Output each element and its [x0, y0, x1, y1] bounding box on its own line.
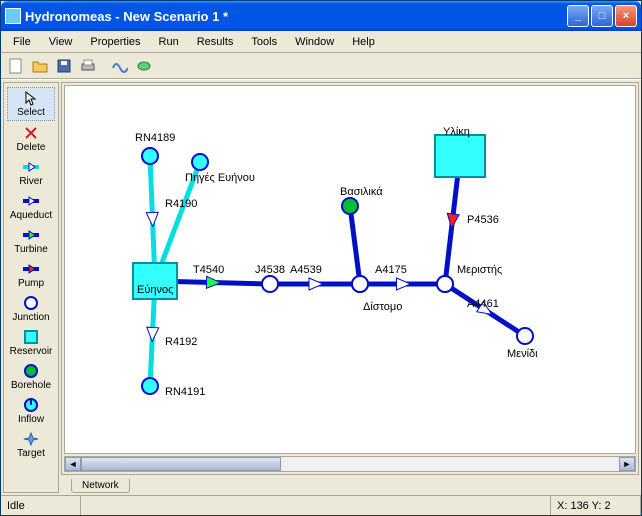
new-button[interactable] — [5, 55, 27, 77]
node-label-rn4189: RN4189 — [135, 132, 175, 144]
node-label-vasilika: Βασιλικά — [340, 186, 383, 198]
tool-palette: Select Delete River Aqueduct Turbine Pump Junc… — [3, 82, 59, 493]
run2-button[interactable] — [133, 55, 155, 77]
canvas-frame: R4190 R4192 T4540 A4539 A4175 P4536 A4461 RN418… — [61, 82, 639, 475]
edge-label: A4175 — [375, 264, 407, 276]
palette-select[interactable]: Select — [7, 87, 55, 121]
junction-icon — [22, 295, 40, 311]
palette-aqueduct[interactable]: Aqueduct — [7, 191, 55, 223]
palette-pump[interactable]: Pump — [7, 259, 55, 291]
palette-label: Reservoir — [10, 346, 53, 357]
tab-row: Network — [61, 475, 639, 493]
edge-label: T4540 — [193, 264, 224, 276]
palette-turbine[interactable]: Turbine — [7, 225, 55, 257]
edge-label: R4192 — [165, 336, 197, 348]
river-icon — [22, 159, 40, 175]
menu-file[interactable]: File — [5, 34, 39, 50]
h-scrollbar[interactable]: ◄ ► — [64, 456, 636, 472]
status-right: X: 136 Y: 2 — [551, 496, 641, 515]
edge-label: R4190 — [165, 198, 197, 210]
palette-river[interactable]: River — [7, 157, 55, 189]
scroll-left-button[interactable]: ◄ — [65, 457, 81, 471]
run-button[interactable] — [109, 55, 131, 77]
main-area: Select Delete River Aqueduct Turbine Pump Junc… — [1, 79, 641, 495]
menu-tools[interactable]: Tools — [243, 34, 285, 50]
target-icon — [22, 431, 40, 447]
delete-icon — [22, 125, 40, 141]
node-label-meristis: Μεριστής — [457, 264, 502, 276]
edge-label: A4461 — [467, 298, 499, 310]
node-label-menidi: Μενίδι — [507, 348, 538, 360]
palette-label: Inflow — [18, 414, 44, 425]
tab-network[interactable]: Network — [71, 479, 130, 493]
network-canvas[interactable]: R4190 R4192 T4540 A4539 A4175 P4536 A4461 RN418… — [64, 85, 636, 454]
pump-icon — [22, 261, 40, 277]
palette-label: Pump — [18, 278, 44, 289]
scroll-track[interactable] — [81, 457, 619, 471]
inflow-icon — [22, 397, 40, 413]
menu-view[interactable]: View — [41, 34, 81, 50]
menu-run[interactable]: Run — [151, 34, 187, 50]
turbine-icon — [22, 227, 40, 243]
maximize-button[interactable]: □ — [591, 5, 613, 27]
aqueduct-icon — [22, 193, 40, 209]
palette-delete[interactable]: Delete — [7, 123, 55, 155]
palette-junction[interactable]: Junction — [7, 293, 55, 325]
palette-label: Target — [17, 448, 45, 459]
palette-inflow[interactable]: Inflow — [7, 395, 55, 427]
node-label-pigesSrc: Πηγές Ευήνου — [185, 172, 255, 184]
node-label-distomo: Δίστομο — [363, 301, 402, 313]
palette-borehole[interactable]: Borehole — [7, 361, 55, 393]
node-label-evinos: Εύηνος — [137, 284, 173, 296]
menu-results[interactable]: Results — [189, 34, 242, 50]
save-button[interactable] — [53, 55, 75, 77]
palette-label: Aqueduct — [10, 210, 52, 221]
scroll-thumb[interactable] — [81, 457, 281, 471]
menu-properties[interactable]: Properties — [82, 34, 148, 50]
palette-label: River — [19, 176, 42, 187]
app-window: Hydronomeas - New Scenario 1 * _ □ × Fil… — [0, 0, 642, 516]
palette-reservoir[interactable]: Reservoir — [7, 327, 55, 359]
palette-target[interactable]: Target — [7, 429, 55, 461]
palette-label: Junction — [12, 312, 49, 323]
node-label-yliki: Υλίκη — [443, 126, 470, 138]
window-title: Hydronomeas - New Scenario 1 * — [25, 9, 567, 24]
status-left: Idle — [1, 496, 81, 515]
borehole-icon — [22, 363, 40, 379]
palette-label: Select — [17, 107, 45, 118]
menu-help[interactable]: Help — [344, 34, 383, 50]
reservoir-icon — [22, 329, 40, 345]
edge-label: P4536 — [467, 214, 499, 226]
palette-label: Delete — [17, 142, 46, 153]
statusbar: Idle X: 136 Y: 2 — [1, 495, 641, 515]
titlebar[interactable]: Hydronomeas - New Scenario 1 * _ □ × — [1, 1, 641, 31]
select-icon — [22, 90, 40, 106]
minimize-button[interactable]: _ — [567, 5, 589, 27]
scroll-right-button[interactable]: ► — [619, 457, 635, 471]
palette-label: Turbine — [14, 244, 48, 255]
app-icon — [5, 8, 21, 24]
toolbar — [1, 53, 641, 79]
canvas-wrap: R4190 R4192 T4540 A4539 A4175 P4536 A4461 RN418… — [61, 82, 639, 493]
window-buttons: _ □ × — [567, 5, 637, 27]
palette-label: Borehole — [11, 380, 51, 391]
status-mid — [81, 496, 551, 515]
node-label-j4538: J4538 — [255, 264, 285, 276]
node-label-rn4191: RN4191 — [165, 386, 205, 398]
edge-label: A4539 — [290, 264, 322, 276]
close-button[interactable]: × — [615, 5, 637, 27]
menubar: FileViewPropertiesRunResultsToolsWindowH… — [1, 31, 641, 53]
print-button[interactable] — [77, 55, 99, 77]
menu-window[interactable]: Window — [287, 34, 342, 50]
open-button[interactable] — [29, 55, 51, 77]
